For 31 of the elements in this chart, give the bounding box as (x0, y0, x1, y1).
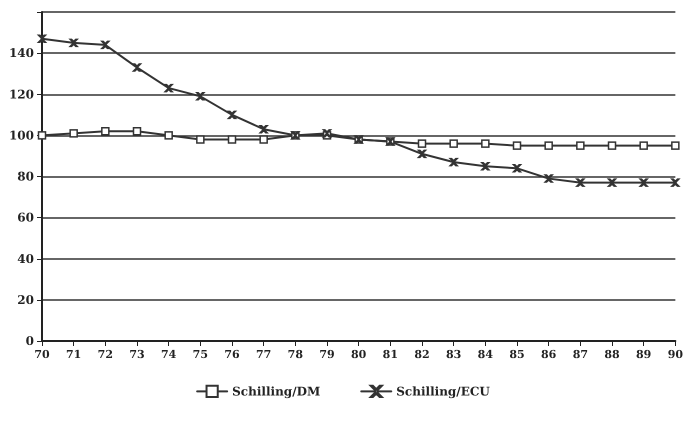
y-tick-label: 80 (17, 170, 34, 184)
x-tick-label: 88 (604, 348, 620, 361)
x-tick-label: 70 (34, 348, 50, 361)
y-tick-label: 20 (17, 292, 34, 307)
y-tick-label: 140 (8, 46, 34, 60)
y-tick-label: 0 (26, 334, 34, 348)
legend-label: Schilling/ECU (396, 384, 490, 398)
y-tick-label: 40 (17, 252, 34, 266)
x-tick-label: 90 (668, 348, 684, 361)
legend-label: Schilling/DM (232, 384, 320, 398)
x-tick-label: 85 (509, 348, 525, 361)
x-tick-label: 78 (288, 348, 304, 361)
y-tick-label: 120 (8, 87, 34, 102)
y-tick-label: 60 (17, 210, 34, 225)
x-tick-label: 83 (446, 348, 462, 361)
x-tick-label: 74 (161, 348, 177, 361)
x-tick-label: 72 (98, 348, 113, 361)
x-tick-label: 71 (66, 348, 82, 361)
y-tick-label: 100 (8, 128, 34, 142)
x-tick-label: 86 (541, 348, 557, 361)
x-tick-label: 80 (351, 348, 367, 361)
x-tick-label: 89 (636, 348, 652, 361)
x-tick-label: 81 (382, 348, 398, 361)
x-tick-label: 73 (129, 348, 145, 361)
x-tick-label: 75 (192, 348, 208, 361)
x-tick-label: 87 (572, 348, 588, 361)
x-tick-label: 79 (319, 348, 335, 361)
x-tick-label: 82 (414, 348, 430, 361)
x-tick-label: 77 (256, 348, 272, 361)
x-tick-label: 84 (478, 348, 494, 361)
x-tick-label: 76 (224, 348, 240, 361)
